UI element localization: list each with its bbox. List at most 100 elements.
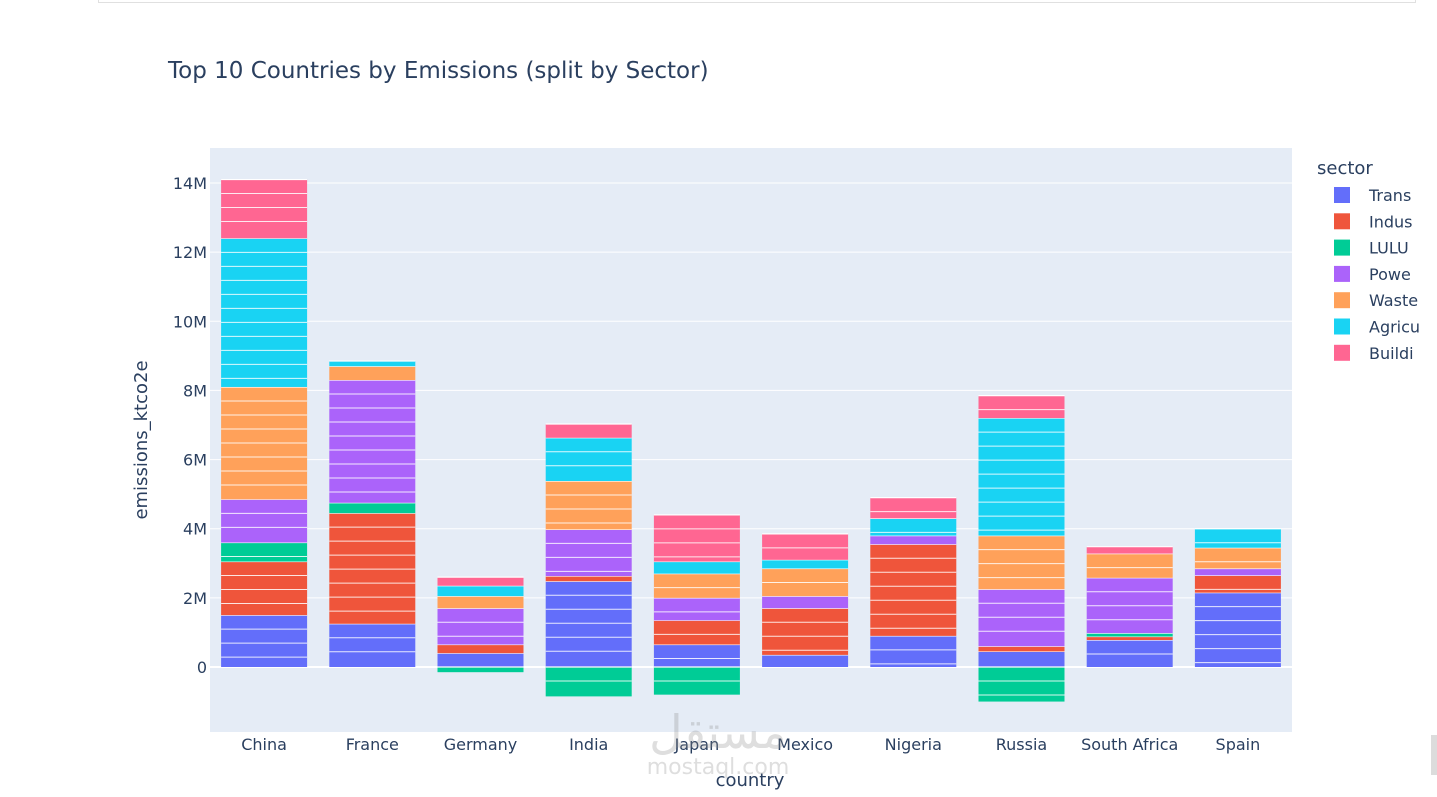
- bar-segment[interactable]: [653, 666, 740, 695]
- bar-rect[interactable]: [1194, 568, 1281, 576]
- bar-segment[interactable]: [221, 178, 308, 239]
- legend-item[interactable]: Powe: [1334, 265, 1411, 284]
- bar-segment[interactable]: [1194, 567, 1281, 576]
- bar-segment[interactable]: [762, 595, 849, 609]
- bar-segment[interactable]: [329, 360, 416, 367]
- bar-rect[interactable]: [762, 608, 849, 655]
- bar-segment[interactable]: [653, 514, 740, 562]
- bar-segment[interactable]: [978, 395, 1065, 419]
- bar-rect[interactable]: [545, 667, 632, 697]
- bar-segment[interactable]: [545, 666, 632, 697]
- bar-rect[interactable]: [437, 585, 524, 597]
- bar-rect[interactable]: [762, 654, 849, 667]
- bar-segment[interactable]: [329, 502, 416, 514]
- bar-rect[interactable]: [870, 535, 957, 545]
- bar-segment[interactable]: [762, 533, 849, 560]
- bar-segment[interactable]: [978, 650, 1065, 667]
- bar-rect[interactable]: [762, 559, 849, 569]
- bar-rect[interactable]: [653, 620, 740, 645]
- bar-segment[interactable]: [653, 597, 740, 621]
- bar-rect[interactable]: [653, 561, 740, 574]
- bar-segment[interactable]: [1086, 635, 1173, 641]
- bar-segment[interactable]: [762, 654, 849, 667]
- bar-segment[interactable]: [870, 543, 957, 636]
- bar-segment[interactable]: [437, 576, 524, 586]
- bar-segment[interactable]: [870, 497, 957, 519]
- bar-segment[interactable]: [1194, 528, 1281, 548]
- legend-item[interactable]: LULU: [1334, 239, 1409, 258]
- bar-rect[interactable]: [653, 573, 740, 598]
- bar-rect[interactable]: [978, 667, 1065, 702]
- bar-segment[interactable]: [545, 528, 632, 577]
- bar-rect[interactable]: [221, 542, 308, 562]
- bar-rect[interactable]: [329, 623, 416, 667]
- bar-segment[interactable]: [545, 480, 632, 530]
- bar-segment[interactable]: [1194, 592, 1281, 667]
- bar-rect[interactable]: [762, 596, 849, 609]
- bar-segment[interactable]: [221, 614, 308, 667]
- bar-segment[interactable]: [329, 623, 416, 667]
- legend-item[interactable]: Waste: [1334, 291, 1418, 310]
- bar-segment[interactable]: [1086, 577, 1173, 634]
- bar-rect[interactable]: [1194, 547, 1281, 569]
- bar-rect[interactable]: [437, 653, 524, 667]
- bar-segment[interactable]: [221, 386, 308, 500]
- bar-segment[interactable]: [545, 437, 632, 482]
- bar-segment[interactable]: [653, 619, 740, 645]
- bar-segment[interactable]: [221, 541, 308, 562]
- bar-segment[interactable]: [870, 635, 957, 667]
- bar-segment[interactable]: [978, 666, 1065, 702]
- bar-segment[interactable]: [978, 535, 1065, 590]
- legend[interactable]: sector Trans Indus LULU Powe Waste Agricu Buil…: [1317, 158, 1420, 363]
- bar-segment[interactable]: [978, 417, 1065, 536]
- bar-segment[interactable]: [1086, 639, 1173, 667]
- bar-rect[interactable]: [978, 646, 1065, 652]
- bar-rect[interactable]: [870, 518, 957, 536]
- bar-segment[interactable]: [653, 573, 740, 598]
- bar-rect[interactable]: [1086, 640, 1173, 667]
- bar-rect[interactable]: [1086, 633, 1173, 637]
- bar-segment[interactable]: [545, 575, 632, 582]
- bar-segment[interactable]: [545, 580, 632, 667]
- bar-rect[interactable]: [978, 589, 1065, 647]
- bar-rect[interactable]: [1194, 575, 1281, 593]
- bar-rect[interactable]: [545, 581, 632, 667]
- bar-segment[interactable]: [437, 666, 524, 673]
- bar-segment[interactable]: [1086, 546, 1173, 554]
- bar-rect[interactable]: [1086, 636, 1173, 641]
- bar-segment[interactable]: [221, 560, 308, 616]
- bar-rect[interactable]: [1086, 546, 1173, 554]
- bar-rect[interactable]: [978, 651, 1065, 667]
- bar-rect[interactable]: [437, 667, 524, 673]
- bar-segment[interactable]: [978, 645, 1065, 652]
- bar-rect[interactable]: [653, 644, 740, 667]
- bar-rect[interactable]: [978, 395, 1065, 419]
- bar-segment[interactable]: [437, 607, 524, 645]
- bar-rect[interactable]: [221, 615, 308, 667]
- bar-segment[interactable]: [762, 559, 849, 569]
- bar-segment[interactable]: [762, 567, 849, 597]
- bar-rect[interactable]: [762, 533, 849, 560]
- bar-segment[interactable]: [978, 588, 1065, 647]
- bar-rect[interactable]: [329, 361, 416, 367]
- bar-rect[interactable]: [545, 529, 632, 577]
- bar-rect[interactable]: [545, 423, 632, 438]
- bar-segment[interactable]: [1086, 632, 1173, 637]
- bar-segment[interactable]: [1194, 547, 1281, 569]
- bar-segment[interactable]: [221, 237, 308, 387]
- bar-rect[interactable]: [870, 544, 957, 636]
- bar-rect[interactable]: [437, 596, 524, 609]
- bar-rect[interactable]: [870, 497, 957, 519]
- bar-segment[interactable]: [870, 535, 957, 545]
- bar-rect[interactable]: [221, 561, 308, 616]
- bars-layer[interactable]: [221, 178, 1281, 702]
- bar-segment[interactable]: [329, 379, 416, 503]
- bar-rect[interactable]: [1194, 592, 1281, 667]
- bar-rect[interactable]: [1194, 528, 1281, 548]
- bar-rect[interactable]: [437, 644, 524, 654]
- bar-rect[interactable]: [329, 380, 416, 503]
- bar-segment[interactable]: [870, 517, 957, 536]
- bar-rect[interactable]: [545, 481, 632, 530]
- legend-item[interactable]: Buildi: [1334, 344, 1414, 363]
- legend-item[interactable]: Indus: [1334, 212, 1413, 231]
